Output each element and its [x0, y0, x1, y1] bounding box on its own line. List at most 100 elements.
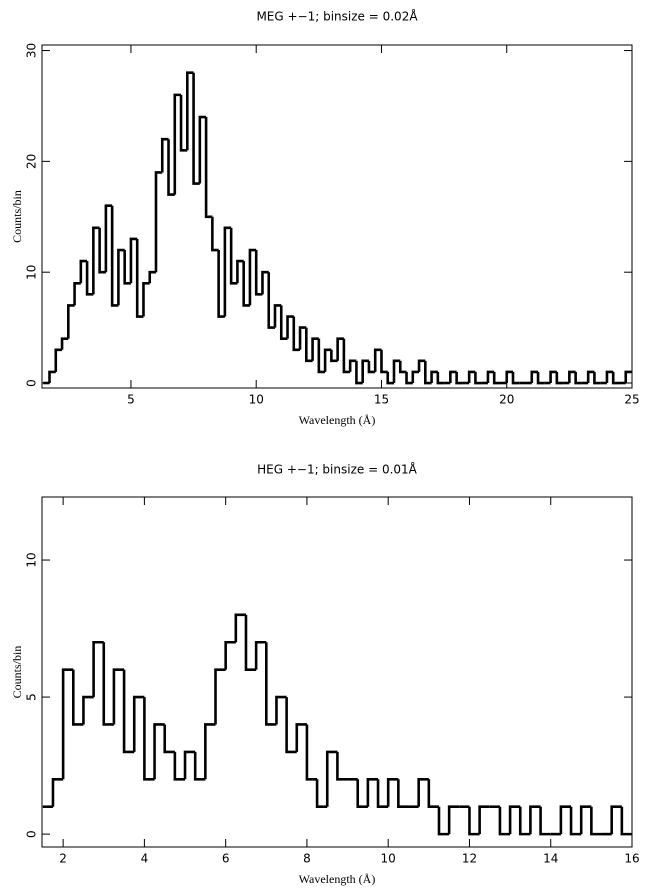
step-bin [539, 806, 551, 836]
plot-frame [41, 496, 633, 848]
x-tick-label: 2 [59, 852, 67, 866]
step-bin [436, 371, 445, 385]
step-bin [286, 315, 294, 339]
step-bin [48, 370, 56, 384]
step-bin [386, 371, 394, 385]
x-tick-label: 20 [499, 393, 514, 407]
y-tick-label: 0 [25, 830, 39, 838]
step-bin [611, 371, 620, 385]
step-bin [605, 370, 614, 384]
step-bin [530, 370, 539, 384]
step-bin [167, 139, 175, 196]
step-bin [376, 779, 389, 809]
step-bin [223, 226, 232, 317]
step-bin [154, 171, 163, 273]
x-tick-label: 10 [249, 393, 264, 407]
step-bin [143, 697, 155, 781]
step-bin [478, 805, 490, 835]
step-bin [292, 316, 301, 352]
y-tick-label: 10 [25, 552, 39, 567]
step-bin [405, 371, 413, 385]
step-bin [411, 370, 420, 384]
step-bin [568, 370, 576, 384]
step-bin [229, 227, 238, 285]
step-bin [123, 250, 131, 285]
chart-title: HEG +−1; binsize = 0.01Å [257, 462, 418, 477]
step-bin [261, 270, 269, 295]
step-bin [424, 360, 432, 385]
step-bin [153, 723, 165, 780]
step-bin [142, 281, 150, 317]
step-bin [122, 669, 135, 754]
step-bin [204, 723, 216, 780]
step-bin [193, 751, 206, 781]
step-bin [330, 349, 338, 363]
step-bin [427, 779, 439, 809]
x-tick-label: 8 [303, 852, 311, 866]
step-bin [392, 359, 401, 384]
step-bin [79, 259, 88, 284]
step-bin [417, 359, 426, 372]
plot-frame [41, 44, 633, 389]
step-bin [620, 806, 632, 836]
step-bin [586, 370, 595, 384]
step-bin [593, 371, 601, 385]
step-bin [529, 805, 541, 835]
step-bin [85, 261, 94, 296]
step-bin [430, 370, 438, 384]
step-bin [192, 72, 200, 185]
step-bin [173, 751, 186, 781]
step-bin [367, 360, 376, 374]
step-bin [244, 614, 257, 671]
step-bin [179, 94, 188, 152]
step-bin [236, 259, 244, 284]
step-bin [102, 642, 114, 726]
step-bin [234, 613, 246, 643]
step-bin [92, 226, 100, 295]
step-bin [356, 779, 368, 809]
step-bin [325, 750, 338, 807]
x-tick-label: 25 [624, 393, 639, 407]
step-bin [508, 805, 521, 835]
step-bin [505, 370, 513, 384]
step-bin [311, 337, 319, 361]
step-bin [267, 272, 275, 329]
step-bin [536, 371, 545, 385]
step-bin [569, 806, 582, 836]
step-bin [248, 248, 257, 306]
step-bin [336, 337, 344, 361]
step-bin [54, 348, 63, 372]
step-bin [305, 327, 313, 363]
step-bin [217, 250, 225, 318]
step-bin [82, 695, 94, 725]
y-tick-label: 20 [25, 154, 39, 169]
step-bin [98, 227, 106, 274]
step-bin [254, 640, 267, 670]
step-bin [468, 806, 480, 836]
step-bin [60, 337, 69, 350]
step-bin [275, 695, 287, 725]
step-bin [449, 370, 457, 384]
step-bin [518, 806, 531, 836]
step-bin [579, 805, 592, 835]
step-bin [183, 750, 196, 780]
step-bin [447, 805, 460, 835]
step-bin [295, 723, 307, 752]
step-bin [279, 305, 288, 340]
step-bin [305, 724, 318, 781]
y-tick-label: 30 [25, 43, 39, 58]
y-axis-label: Counts/bin [10, 190, 24, 243]
step-bin [173, 93, 182, 195]
step-bin [51, 778, 64, 807]
x-tick-label: 15 [374, 393, 389, 407]
step-bin [204, 117, 213, 219]
step-bin [398, 360, 407, 374]
step-bin [486, 370, 495, 384]
step-bin [117, 248, 125, 306]
y-axis-label: Counts/bin [10, 646, 24, 699]
step-bin [336, 751, 348, 781]
step-bin [211, 216, 219, 252]
step-bin [285, 697, 297, 754]
